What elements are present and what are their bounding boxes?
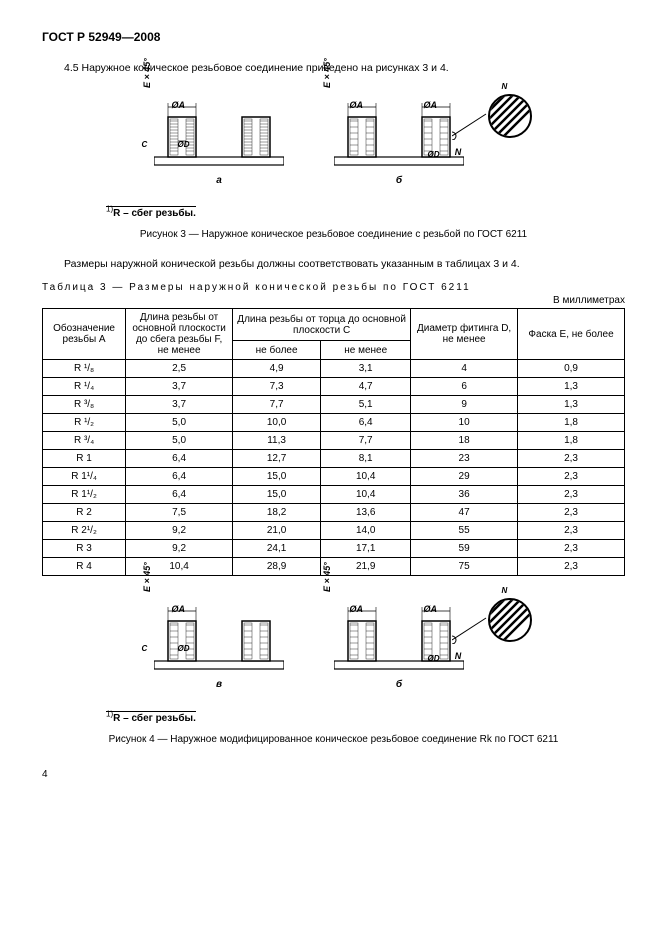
page-number: 4 [42, 769, 625, 780]
section-4-5: 4.5 Наружное коническое резьбовое соедин… [42, 62, 625, 74]
table-row: R 1¹/₄6,415,010,4292,3 [43, 468, 625, 486]
dim-c: C [142, 140, 148, 149]
table-3: Обозначение резьбы A Длина резьбы от осн… [42, 308, 625, 576]
figure-4-caption: Рисунок 4 — Наружное модифицированное ко… [42, 734, 625, 745]
dim-od-2: ØD [428, 150, 440, 159]
table-row: R 16,412,78,1232,3 [43, 450, 625, 468]
table-3-units: В миллиметрах [42, 295, 625, 306]
dim-oa-3: ØA [424, 100, 438, 110]
table-row: R 1¹/₂6,415,010,4362,3 [43, 486, 625, 504]
svg-text:а: а [216, 175, 222, 185]
table-row: R ¹/₈2,54,93,140,9 [43, 360, 625, 378]
dim-oa-1: ØA [172, 100, 186, 110]
svg-text:б: б [395, 678, 402, 689]
th-c-max: не более [233, 340, 321, 360]
th-e: Фаска E, не более [518, 309, 625, 360]
table-3-caption: Таблица 3 — Размеры наружной конической … [42, 282, 625, 293]
mid-paragraph: Размеры наружной конической резьбы должн… [42, 258, 625, 270]
table-row: R ³/₈3,77,75,191,3 [43, 396, 625, 414]
th-d: Диаметр фитинга D, не менее [411, 309, 518, 360]
table-row: R ¹/₄3,77,34,761,3 [43, 378, 625, 396]
svg-text:б: б [395, 174, 402, 185]
table-row: R 410,428,921,9752,3 [43, 558, 625, 576]
dim-e45-2: E × 45° [322, 58, 332, 88]
table-row: R ³/₄5,011,37,7181,8 [43, 432, 625, 450]
figure-4-note: 1)R – сбег резьбы. [106, 709, 625, 723]
th-c-group: Длина резьбы от торца до основной плоско… [233, 309, 411, 340]
th-f: Длина резьбы от основной плоскости до сб… [126, 309, 233, 360]
figure-4-diagram: в [42, 590, 625, 705]
th-a: Обозначение резьбы A [43, 309, 126, 360]
svg-text:в: в [215, 679, 221, 689]
document-header: ГОСТ Р 52949—2008 [42, 30, 625, 44]
figure-3-diagram: а [42, 86, 625, 201]
figure-3-note: 1)R – сбег резьбы. [106, 205, 625, 219]
dim-oa-2: ØA [350, 100, 364, 110]
figure-3-caption: Рисунок 3 — Наружное коническое резьбово… [42, 229, 625, 240]
table-row: R 2¹/₂9,221,014,0552,3 [43, 522, 625, 540]
dim-e45-1: E × 45° [142, 58, 152, 88]
table-row: R 39,224,117,1592,3 [43, 540, 625, 558]
table-row: R ¹/₂5,010,06,4101,8 [43, 414, 625, 432]
table-row: R 27,518,213,6472,3 [43, 504, 625, 522]
th-c-min: не менее [321, 340, 411, 360]
dim-n-top: N [502, 82, 508, 91]
dim-od-1: ØD [178, 140, 190, 149]
svg-text:N: N [454, 147, 461, 157]
svg-text:N: N [454, 651, 461, 661]
